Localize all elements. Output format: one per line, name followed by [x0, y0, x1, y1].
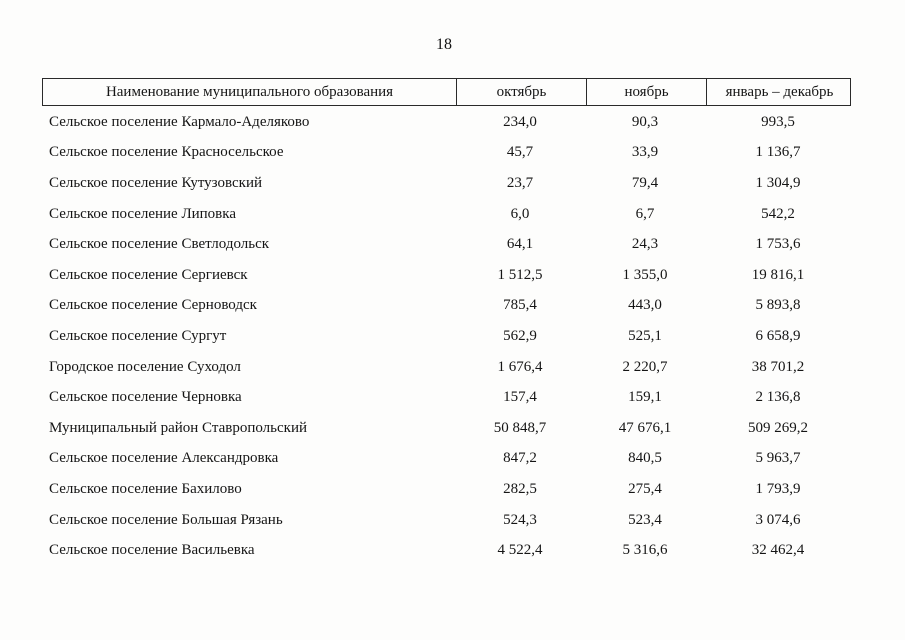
table-row: Сельское поселение Сергиевск 1 512,5 1 3… [42, 260, 851, 291]
cell-january-december-value: 993,5 [761, 113, 795, 130]
table-body: Сельское поселение Кармало-Аделяково 234… [42, 107, 851, 566]
cell-october-value: 4 522,4 [497, 542, 543, 559]
table-row: Сельское поселение Бахилово 282,5 275,4 … [42, 474, 851, 505]
cell-january-december-value: 5 893,8 [755, 297, 801, 314]
table-row: Сельское поселение Кутузовский 23,7 79,4… [42, 168, 851, 199]
cell-november-value: 443,0 [628, 297, 662, 314]
table-row: Сельское поселение Красносельское 45,7 3… [42, 138, 851, 169]
cell-november-value: 24,3 [631, 236, 659, 253]
cell-november-value: 2 220,7 [622, 358, 668, 375]
table-row: Сельское поселение Большая Рязань 524,3 … [42, 505, 851, 536]
cell-november-value: 79,4 [631, 174, 659, 191]
table-row: Сельское поселение Черновка 157,4 159,1 … [42, 382, 851, 413]
cell-november-value: 33,9 [631, 144, 659, 161]
header-january-december: январь – декабрь [706, 79, 852, 105]
cell-january-december-value: 32 462,4 [751, 542, 805, 559]
cell-january-december-value: 6 658,9 [755, 327, 801, 344]
page-number: 18 [436, 36, 452, 53]
cell-municipality-name: Сельское поселение Липовка [49, 205, 236, 222]
cell-municipality-name: Сельское поселение Красносельское [49, 144, 284, 161]
cell-municipality-name: Сельское поселение Васильевка [49, 542, 255, 559]
cell-january-december-value: 1 793,9 [755, 480, 801, 497]
cell-municipality-name: Сельское поселение Бахилово [49, 480, 242, 497]
cell-october-value: 524,3 [503, 511, 537, 528]
cell-january-december-value: 542,2 [761, 205, 795, 222]
cell-november-value: 159,1 [628, 389, 662, 406]
cell-october-value: 45,7 [506, 144, 534, 161]
cell-municipality-name: Сельское поселение Серноводск [49, 297, 257, 314]
cell-october-value: 562,9 [503, 327, 537, 344]
table-row: Сельское поселение Липовка 6,0 6,7 542,2 [42, 199, 851, 230]
cell-october-value: 50 848,7 [493, 419, 547, 436]
cell-municipality-name: Сельское поселение Большая Рязань [49, 511, 283, 528]
cell-january-december-value: 1 304,9 [755, 174, 801, 191]
cell-october-value: 234,0 [503, 113, 537, 130]
header-october: октябрь [456, 79, 586, 105]
cell-november-value: 90,3 [631, 113, 659, 130]
cell-october-value: 6,0 [510, 205, 530, 222]
cell-january-december-value: 38 701,2 [751, 358, 805, 375]
cell-municipality-name: Сельское поселение Кутузовский [49, 174, 263, 191]
cell-municipality-name: Сельское поселение Светлодольск [49, 236, 270, 253]
table-row: Сельское поселение Александровка 847,2 8… [42, 444, 851, 475]
cell-municipality-name: Муниципальный район Ставропольский [49, 419, 308, 436]
table-row: Сельское поселение Сургут 562,9 525,1 6 … [42, 321, 851, 352]
table-row: Муниципальный район Ставропольский 50 84… [42, 413, 851, 444]
table-row: Сельское поселение Светлодольск 64,1 24,… [42, 229, 851, 260]
cell-january-december-value: 19 816,1 [751, 266, 805, 283]
cell-january-december-value: 2 136,8 [755, 389, 801, 406]
cell-november-value: 275,4 [628, 480, 662, 497]
cell-october-value: 1 512,5 [497, 266, 543, 283]
table-row: Городское поселение Суходол 1 676,4 2 22… [42, 352, 851, 383]
cell-municipality-name: Сельское поселение Сургут [49, 327, 227, 344]
cell-municipality-name: Сельское поселение Черновка [49, 389, 242, 406]
cell-november-value: 523,4 [628, 511, 662, 528]
table-row: Сельское поселение Кармало-Аделяково 234… [42, 107, 851, 138]
municipalities-table: Наименование муниципального образования … [42, 78, 851, 566]
header-municipality-name: Наименование муниципального образования [105, 83, 394, 100]
cell-january-december-value: 1 753,6 [755, 236, 801, 253]
table-row: Сельское поселение Васильевка 4 522,4 5 … [42, 535, 851, 566]
cell-municipality-name: Городское поселение Суходол [49, 358, 241, 375]
cell-october-value: 157,4 [503, 389, 537, 406]
table-row: Сельское поселение Серноводск 785,4 443,… [42, 291, 851, 322]
cell-november-value: 5 316,6 [622, 542, 668, 559]
table-header-row: Наименование муниципального образования … [42, 78, 851, 106]
cell-municipality-name: Сельское поселение Александровка [49, 450, 279, 467]
cell-january-december-value: 509 269,2 [748, 419, 808, 436]
cell-january-december-value: 5 963,7 [755, 450, 801, 467]
cell-january-december-value: 3 074,6 [755, 511, 801, 528]
cell-november-value: 525,1 [628, 327, 662, 344]
cell-november-value: 6,7 [635, 205, 655, 222]
cell-october-value: 1 676,4 [497, 358, 543, 375]
cell-municipality-name: Сельское поселение Кармало-Аделяково [49, 113, 310, 130]
cell-november-value: 840,5 [628, 450, 662, 467]
cell-october-value: 64,1 [506, 236, 534, 253]
cell-october-value: 785,4 [503, 297, 537, 314]
cell-october-value: 23,7 [506, 174, 534, 191]
cell-january-december-value: 1 136,7 [755, 144, 801, 161]
cell-municipality-name: Сельское поселение Сергиевск [49, 266, 248, 283]
cell-november-value: 47 676,1 [618, 419, 672, 436]
cell-october-value: 847,2 [503, 450, 537, 467]
cell-october-value: 282,5 [503, 480, 537, 497]
header-november: ноябрь [586, 79, 706, 105]
cell-november-value: 1 355,0 [622, 266, 668, 283]
